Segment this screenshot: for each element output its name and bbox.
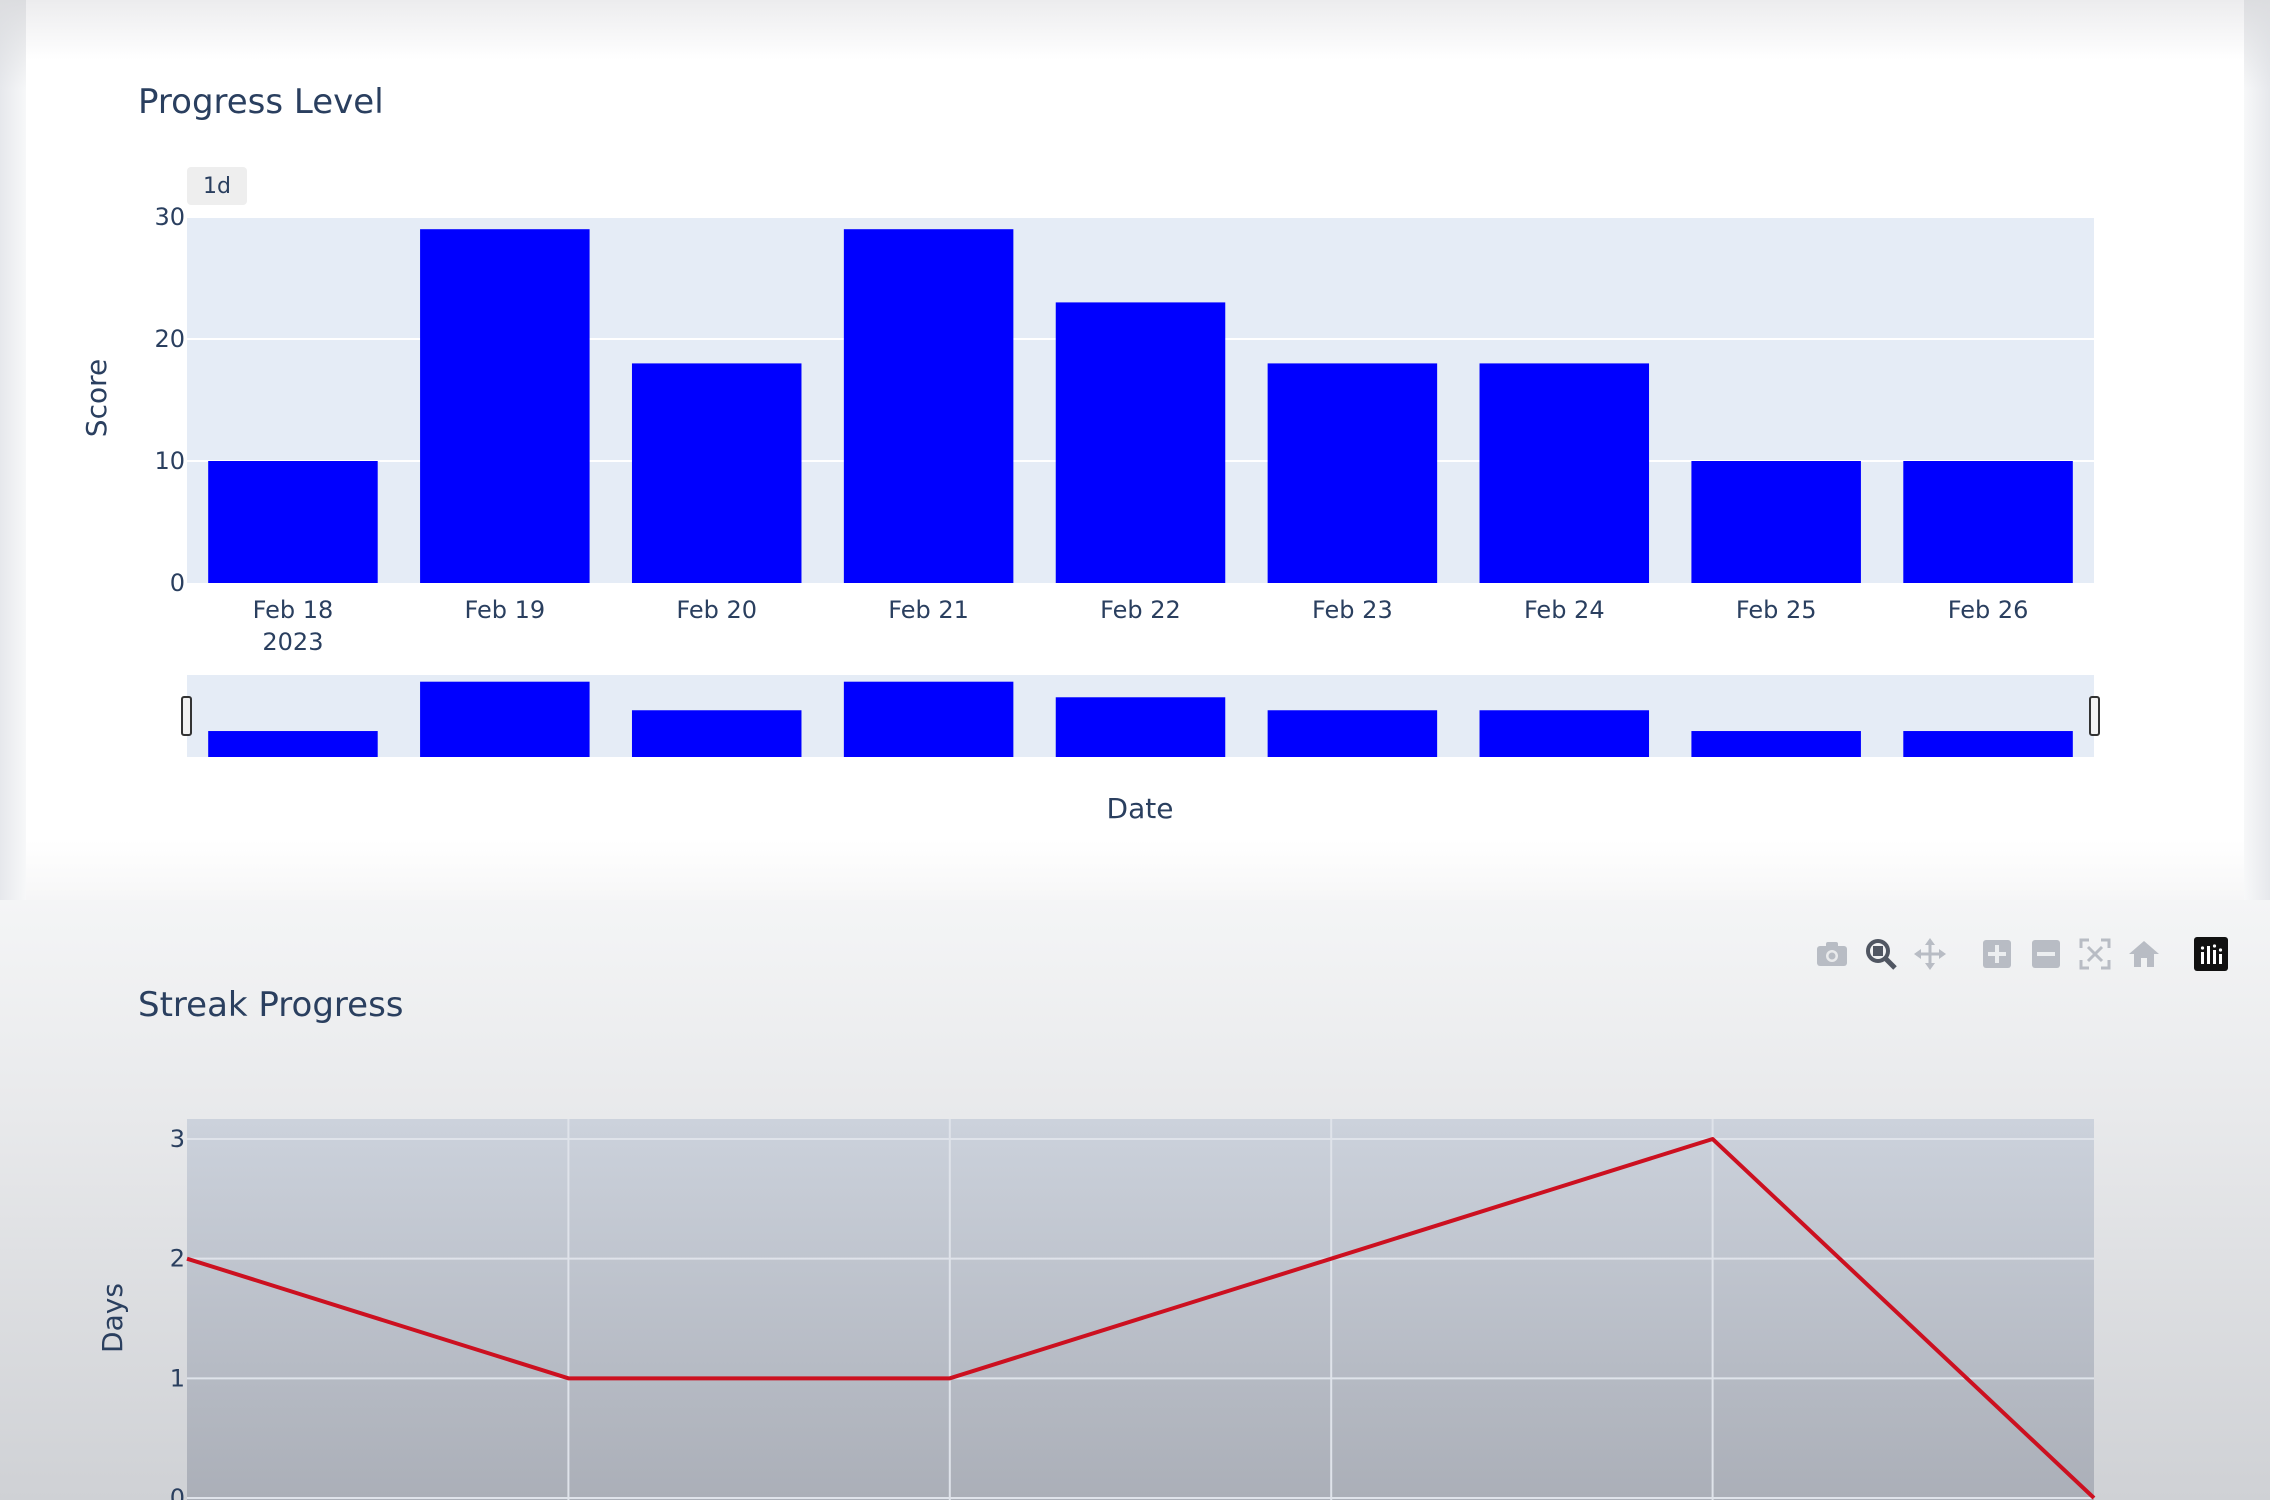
reset-axes-icon[interactable]	[2124, 934, 2164, 974]
range-slider-bar	[1691, 731, 1861, 757]
range-slider-bar	[1055, 697, 1226, 757]
x-axis-title: Date	[1107, 792, 1174, 825]
streak-line[interactable]	[186, 1137, 2096, 1500]
x-tick-label: Feb 22	[1100, 596, 1181, 624]
streak-line-chart[interactable]: Days 0 1 2 3	[0, 900, 2270, 1500]
bar[interactable]	[1055, 302, 1226, 583]
y-tick-label: 10	[154, 447, 185, 475]
bar[interactable]	[1267, 363, 1438, 583]
range-slider-bar	[420, 681, 590, 757]
x-tick-year-label: 2023	[262, 628, 323, 656]
pan-icon[interactable]	[1910, 934, 1950, 974]
x-tick-label: Feb 21	[888, 596, 969, 624]
plotly-logo-icon[interactable]	[2191, 934, 2231, 974]
bar[interactable]	[420, 229, 590, 583]
range-slider-bar	[631, 710, 802, 757]
autoscale-icon[interactable]	[2075, 934, 2115, 974]
y-tick-label: 30	[154, 203, 185, 231]
x-tick-label: Feb 25	[1736, 596, 1817, 624]
x-tick-label: Feb 20	[676, 596, 757, 624]
y-tick-label: 2	[170, 1245, 185, 1273]
progress-chart-title: Progress Level	[138, 82, 384, 122]
range-slider-bar	[1903, 731, 2073, 757]
range-slider-left-handle[interactable]	[181, 696, 192, 736]
x-tick-label: Feb 26	[1948, 596, 2029, 624]
range-selector-1d-button[interactable]: 1d	[187, 167, 247, 205]
y-axis-title: Days	[96, 1283, 129, 1353]
bar[interactable]	[631, 363, 802, 583]
y-tick-label: 0	[170, 1484, 185, 1500]
x-tick-label: Feb 23	[1312, 596, 1393, 624]
zoom-out-icon[interactable]	[2026, 934, 2066, 974]
bar[interactable]	[1903, 461, 2073, 583]
zoom-icon[interactable]	[1861, 934, 1901, 974]
camera-icon[interactable]	[1812, 934, 1852, 974]
y-tick-label: 1	[170, 1364, 185, 1392]
x-tick-label: Feb 18	[253, 596, 334, 624]
x-tick-label: Feb 24	[1524, 596, 1605, 624]
progress-bar-chart[interactable]: Score Date 0 10 20 30 Feb 18 Feb 19 Feb 20 Feb …	[0, 0, 2270, 900]
range-slider-bar	[843, 681, 1014, 757]
y-axis-title: Score	[80, 359, 113, 437]
range-slider-bar	[208, 731, 378, 757]
chart-modebar	[1812, 934, 2240, 974]
bar[interactable]	[843, 229, 1014, 583]
range-slider-right-handle[interactable]	[2089, 696, 2100, 736]
range-slider-bar	[1267, 710, 1438, 757]
streak-chart-title: Streak Progress	[138, 985, 404, 1025]
bar[interactable]	[208, 461, 378, 583]
bar[interactable]	[1479, 363, 1650, 583]
y-tick-label: 3	[170, 1125, 185, 1153]
zoom-in-icon[interactable]	[1977, 934, 2017, 974]
x-tick-label: Feb 19	[464, 596, 545, 624]
y-tick-label: 20	[154, 325, 185, 353]
y-tick-label: 0	[170, 569, 185, 597]
range-slider-bar	[1479, 710, 1650, 757]
bar[interactable]	[1691, 461, 1861, 583]
plot-area	[187, 1119, 2094, 1500]
